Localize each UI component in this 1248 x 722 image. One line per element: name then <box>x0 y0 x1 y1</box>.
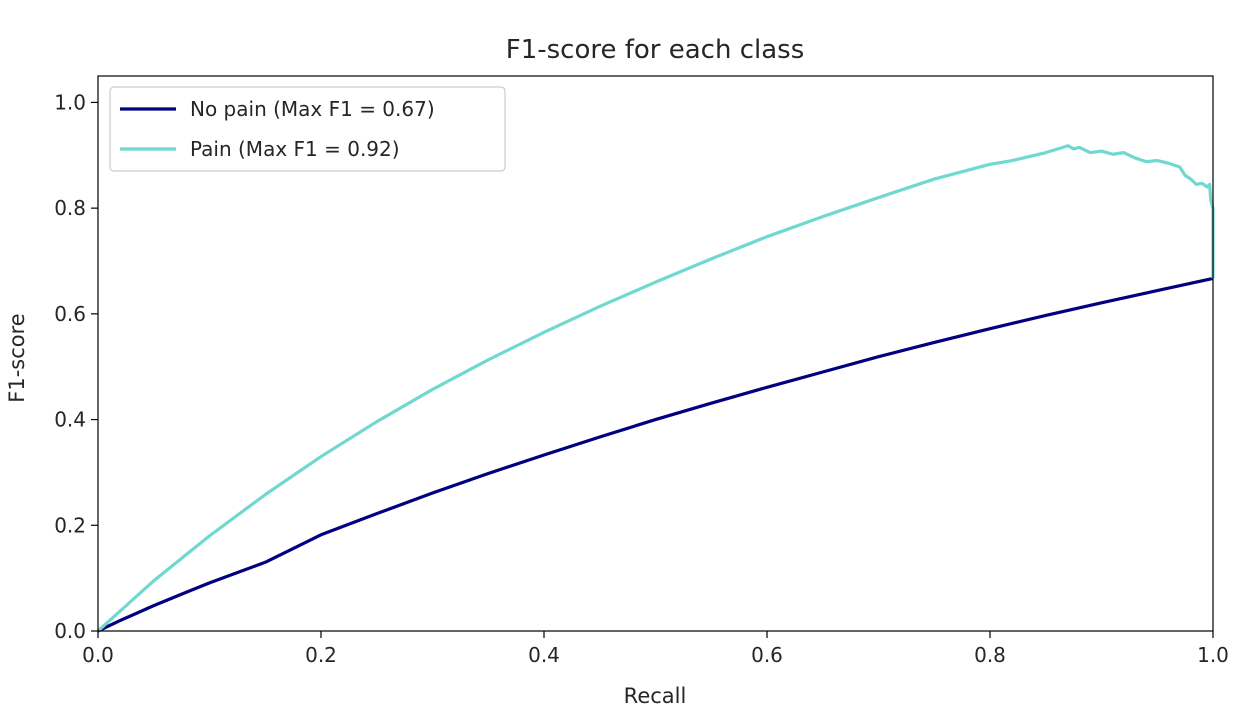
y-axis-label: F1-score <box>5 313 29 402</box>
x-axis-ticks: 0.0 0.2 0.4 0.6 0.8 1.0 <box>82 631 1229 667</box>
legend-label-no-pain: No pain (Max F1 = 0.67) <box>190 97 435 121</box>
x-tick-label: 0.4 <box>528 643 560 667</box>
y-axis-ticks: 0.0 0.2 0.4 0.6 0.8 1.0 <box>54 90 98 643</box>
legend: No pain (Max F1 = 0.67) Pain (Max F1 = 0… <box>109 86 506 172</box>
chart-title: F1-score for each class <box>506 35 805 65</box>
x-tick-label: 1.0 <box>1197 643 1229 667</box>
x-tick-label: 0.6 <box>751 643 783 667</box>
x-tick-label: 0.2 <box>305 643 337 667</box>
y-tick-label: 1.0 <box>54 90 86 114</box>
y-tick-label: 0.2 <box>54 513 86 537</box>
legend-box <box>109 86 506 172</box>
legend-label-pain: Pain (Max F1 = 0.92) <box>190 137 400 161</box>
series-line-0 <box>97 276 1214 633</box>
x-axis-label: Recall <box>624 684 687 708</box>
y-tick-label: 0.0 <box>54 619 86 643</box>
series-layer <box>96 144 1215 633</box>
x-tick-label: 0.0 <box>82 643 114 667</box>
series-line-1 <box>96 144 1215 633</box>
plot-frame <box>97 75 1214 632</box>
y-tick-label: 0.6 <box>54 302 86 326</box>
x-tick-label: 0.8 <box>974 643 1006 667</box>
y-tick-label: 0.8 <box>54 196 86 220</box>
y-tick-label: 0.4 <box>54 408 86 432</box>
